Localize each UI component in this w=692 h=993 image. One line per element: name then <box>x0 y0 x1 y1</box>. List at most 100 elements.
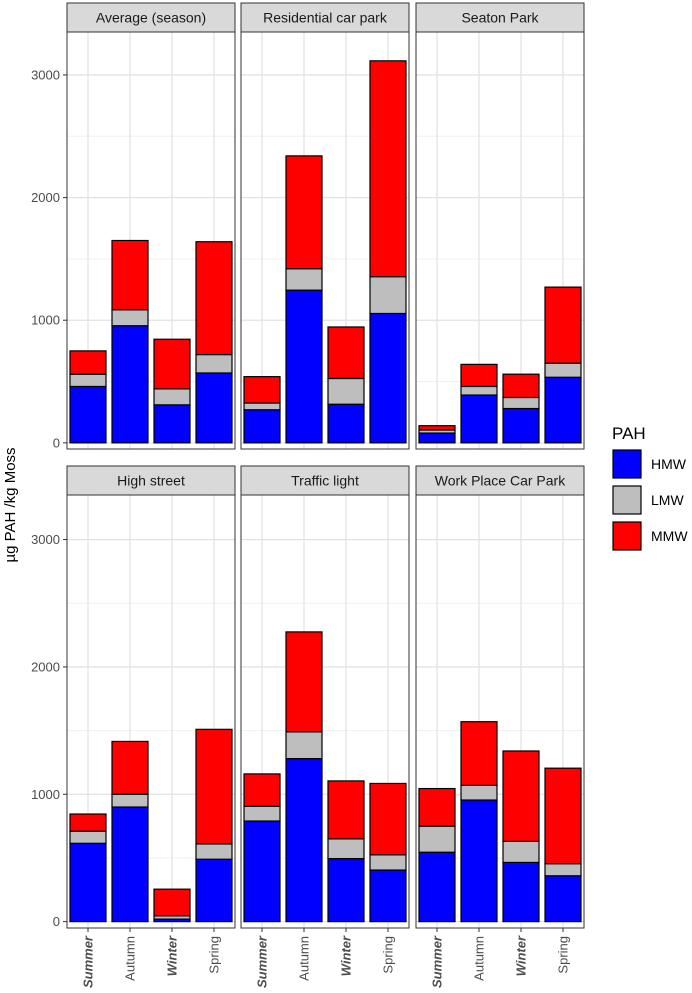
panel: Residential car park <box>240 2 410 450</box>
bar-segment-lmw <box>111 793 149 808</box>
panel-border <box>240 31 410 450</box>
bar-segment-hmw <box>544 875 582 923</box>
panel: Average (season) 0 1000 2000 3000 <box>31 2 236 450</box>
bar-segment-hmw <box>544 376 582 444</box>
bar-segment-mmw <box>418 787 456 827</box>
bar-segment-hmw <box>285 289 323 444</box>
bar-segment-hmw <box>502 407 540 444</box>
bar-segment-lmw <box>502 396 540 410</box>
bar-segment-mmw <box>243 773 281 807</box>
bar-segment-hmw <box>327 403 365 444</box>
bar-segment-lmw <box>502 840 540 864</box>
bar-segment-lmw <box>69 373 107 388</box>
facet-strip <box>66 2 236 33</box>
facet-strip <box>240 465 410 496</box>
legend-title: PAH <box>612 424 646 443</box>
panel: Seaton Park <box>415 2 585 450</box>
bar-segment-lmw <box>544 362 582 378</box>
legend-label: MMW <box>651 528 688 544</box>
bar-segment-hmw <box>153 404 191 444</box>
bar-segment-mmw <box>69 350 107 375</box>
panel-border <box>240 494 410 929</box>
y-axis-title: µg PAH /kg Moss <box>2 447 19 562</box>
legend: PAH HMW LMW MMW <box>612 424 688 551</box>
bar-segment-mmw <box>460 721 498 786</box>
panel-border <box>415 31 585 450</box>
x-tick-label: Spring <box>556 936 571 974</box>
bar-segment-mmw <box>153 338 191 390</box>
bar-segment-hmw <box>418 851 456 923</box>
y-tick-label: 3000 <box>31 532 60 547</box>
y-tick-label: 2000 <box>31 190 60 205</box>
legend-key-lmw <box>612 485 642 515</box>
x-tick-label: Autumn <box>472 936 487 981</box>
bar-segment-hmw <box>460 799 498 923</box>
bar-segment-lmw <box>243 402 281 411</box>
x-tick-label: Summer <box>430 935 445 988</box>
bar-segment-lmw <box>111 309 149 327</box>
bar-segment-mmw <box>153 888 191 917</box>
bar-segment-mmw <box>327 780 365 840</box>
bar-segment-mmw <box>544 286 582 364</box>
bar-segment-mmw <box>195 241 233 356</box>
bar-segment-hmw <box>369 869 407 923</box>
bar-segment-lmw <box>369 276 407 315</box>
legend-label: HMW <box>651 456 687 472</box>
facet-strip-label: Average (season) <box>96 10 206 26</box>
bar-segment-hmw <box>243 409 281 444</box>
legend-label: LMW <box>651 492 684 508</box>
x-tick-label: Winter <box>514 935 529 976</box>
bar-segment-lmw <box>153 388 191 406</box>
bar-segment-mmw <box>369 60 407 278</box>
bar-segment-lmw <box>69 830 107 844</box>
bar-segment-hmw <box>69 842 107 923</box>
bar-segment-hmw <box>369 312 407 444</box>
bar-segment-mmw <box>111 740 149 795</box>
facet-strip-label: Traffic light <box>291 473 359 489</box>
facet-strip-label: High street <box>117 473 185 489</box>
x-tick-label: Winter <box>165 935 180 976</box>
facet-strip <box>66 465 236 496</box>
bar-segment-hmw <box>460 394 498 444</box>
bar-segment-lmw <box>369 854 407 871</box>
panels: Average (season) 0 1000 2000 3000 Residential… <box>31 2 585 988</box>
x-tick-label: Winter <box>339 935 354 976</box>
bar-segment-mmw <box>327 326 365 380</box>
bar-segment-mmw <box>418 425 456 431</box>
bar-segment-mmw <box>285 631 323 733</box>
y-tick-label: 3000 <box>31 67 60 82</box>
bar-segment-hmw <box>111 325 149 444</box>
bar-segment-hmw <box>502 861 540 923</box>
bar-segment-lmw <box>460 385 498 396</box>
x-tick-label: Autumn <box>297 936 312 981</box>
bar-segment-lmw <box>285 268 323 291</box>
bar-segment-mmw <box>544 767 582 865</box>
x-tick-label: Summer <box>255 935 270 988</box>
bar-segment-mmw <box>111 239 149 311</box>
x-tick-label: Summer <box>81 935 96 988</box>
legend-key-hmw <box>612 449 642 479</box>
y-tick-label: 1000 <box>31 313 60 328</box>
bar-segment-lmw <box>327 838 365 860</box>
bar-segment-hmw <box>285 758 323 923</box>
bar-segment-hmw <box>327 857 365 923</box>
facet-strip-label: Work Place Car Park <box>435 473 566 489</box>
x-tick-label: Spring <box>381 936 396 974</box>
bar-segment-hmw <box>418 432 456 444</box>
bar-segment-mmw <box>369 782 407 856</box>
bar-segment-lmw <box>243 805 281 822</box>
facet-strip <box>240 2 410 33</box>
bar-segment-hmw <box>243 820 281 923</box>
bar-segment-lmw <box>460 784 498 801</box>
panel: High street 0 1000 2000 3000 Summer Autumn Wint… <box>31 465 236 988</box>
bar-segment-lmw <box>285 731 323 760</box>
x-tick-label: Spring <box>207 936 222 974</box>
bar-segment-mmw <box>502 750 540 843</box>
bar-segment-lmw <box>418 825 456 853</box>
bar-segment-hmw <box>69 385 107 444</box>
y-tick-label: 0 <box>53 435 60 450</box>
panel: Traffic light Summer Autumn Winter Spring <box>240 465 410 988</box>
bar-segment-mmw <box>243 376 281 404</box>
facet-strip-label: Residential car park <box>263 10 388 26</box>
